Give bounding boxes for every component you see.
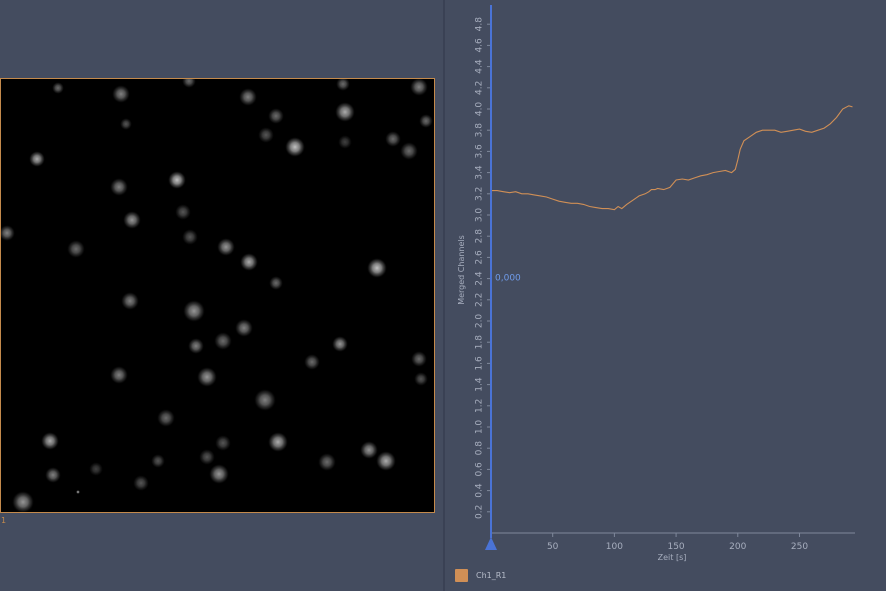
cell-49 — [89, 462, 103, 476]
cell-image-canvas — [1, 79, 433, 512]
cell-8 — [335, 102, 355, 122]
y-tick-label-0.4: 0.4 — [475, 483, 485, 498]
y-tick-label-4.2: 4.2 — [475, 81, 485, 95]
y-tick-label-0.6: 0.6 — [475, 462, 485, 477]
cell-42 — [215, 435, 231, 451]
cell-2 — [182, 79, 196, 88]
y-tick-label-2.6: 2.6 — [475, 250, 485, 265]
cell-40 — [41, 432, 59, 450]
cell-30 — [188, 338, 204, 354]
cell-22 — [182, 229, 198, 245]
cell-13 — [338, 135, 352, 149]
cell-23 — [217, 238, 235, 256]
y-tick-label-2.2: 2.2 — [475, 293, 485, 307]
x-axis-title: Zeit [s] — [658, 553, 687, 562]
cell-24 — [240, 253, 258, 271]
intensity-chart: 0.2 0.4 0.6 0.8 1.0 1.2 1.4 1.6 1.8 2.0 2.2 2.4 2.6 2… — [457, 5, 855, 562]
cell-45 — [151, 454, 165, 468]
cell-26 — [269, 276, 283, 290]
y-tick-label-3.2: 3.2 — [475, 187, 485, 201]
cursor-handle-icon[interactable] — [485, 537, 497, 550]
cell-0 — [52, 82, 64, 94]
y-tick-label-4: 4.0 — [475, 102, 485, 117]
cell-53 — [76, 490, 80, 494]
cell-16 — [110, 178, 128, 196]
x-tick-label-250: 250 — [791, 542, 808, 552]
series-line-0 — [491, 105, 853, 211]
cell-51 — [133, 475, 149, 491]
y-tick-label-4.6: 4.6 — [475, 38, 485, 53]
y-tick-label-0.8: 0.8 — [475, 441, 485, 456]
legend-label: Ch1_R1 — [476, 570, 507, 580]
cell-39 — [157, 409, 175, 427]
cell-52 — [12, 491, 34, 512]
cell-9 — [258, 127, 274, 143]
cell-3 — [239, 88, 257, 106]
cell-48 — [209, 464, 229, 484]
y-tick-label-1.4: 1.4 — [475, 377, 485, 392]
cell-6 — [120, 118, 132, 130]
cell-38 — [254, 389, 276, 411]
cell-41 — [268, 432, 288, 452]
cell-12 — [29, 151, 45, 167]
cell-43 — [360, 441, 378, 459]
y-tick-label-3.6: 3.6 — [475, 144, 485, 159]
y-tick-label-1: 1.0 — [475, 420, 485, 435]
y-axis-title: Merged Channels — [457, 235, 466, 305]
cell-7 — [268, 108, 284, 124]
chart-legend: Ch1_R1 — [455, 568, 506, 582]
x-tick-label-200: 200 — [729, 542, 746, 552]
x-tick-label-100: 100 — [606, 542, 623, 552]
cell-37 — [414, 372, 428, 386]
cell-21 — [67, 240, 85, 258]
cell-15 — [400, 142, 418, 160]
y-tick-label-2: 2.0 — [475, 314, 485, 329]
y-tick-label-2.8: 2.8 — [475, 229, 485, 244]
x-tick-label-50: 50 — [547, 542, 559, 552]
panel-divider[interactable] — [443, 0, 445, 591]
chart-panel: 0.2 0.4 0.6 0.8 1.0 1.2 1.4 1.6 1.8 2.0 2.2 2.4 2.6 2… — [445, 0, 886, 591]
legend-swatch[interactable] — [455, 568, 468, 582]
cell-11 — [419, 114, 433, 128]
y-tick-label-4.8: 4.8 — [475, 17, 485, 32]
cell-29 — [235, 319, 253, 337]
cell-50 — [45, 467, 61, 483]
frame-index-label: 1 — [1, 516, 7, 525]
cell-14 — [385, 131, 401, 147]
y-tick-label-1.2: 1.2 — [475, 399, 485, 413]
cell-47 — [318, 453, 336, 471]
cell-33 — [304, 354, 320, 370]
x-tick-label-150: 150 — [667, 542, 684, 552]
y-tick-label-3.8: 3.8 — [475, 123, 485, 138]
y-tick-label-3: 3.0 — [475, 208, 485, 223]
cell-36 — [197, 367, 217, 387]
cell-44 — [376, 451, 396, 471]
y-tick-label-3.4: 3.4 — [475, 165, 485, 180]
cell-32 — [332, 336, 348, 352]
cell-18 — [123, 211, 141, 229]
cell-46 — [199, 449, 215, 465]
cell-20 — [1, 225, 15, 241]
cell-1 — [112, 85, 130, 103]
cell-5 — [410, 79, 428, 96]
cell-10 — [285, 137, 305, 157]
image-view-panel: 1 — [0, 78, 435, 525]
cursor-value-label: 0,000 — [495, 274, 521, 284]
cell-28 — [183, 300, 205, 322]
y-tick-label-0.2: 0.2 — [475, 505, 485, 519]
cell-25 — [367, 258, 387, 278]
microscopy-image[interactable] — [0, 78, 435, 513]
y-tick-label-4.4: 4.4 — [475, 59, 485, 74]
cell-4 — [336, 79, 350, 91]
cell-17 — [168, 171, 186, 189]
cell-19 — [175, 204, 191, 220]
cell-27 — [121, 292, 139, 310]
y-tick-label-1.8: 1.8 — [475, 335, 485, 350]
cell-31 — [214, 332, 232, 350]
cell-35 — [110, 366, 128, 384]
cell-34 — [411, 351, 427, 367]
y-tick-label-1.6: 1.6 — [475, 356, 485, 371]
y-tick-label-2.4: 2.4 — [475, 271, 485, 286]
